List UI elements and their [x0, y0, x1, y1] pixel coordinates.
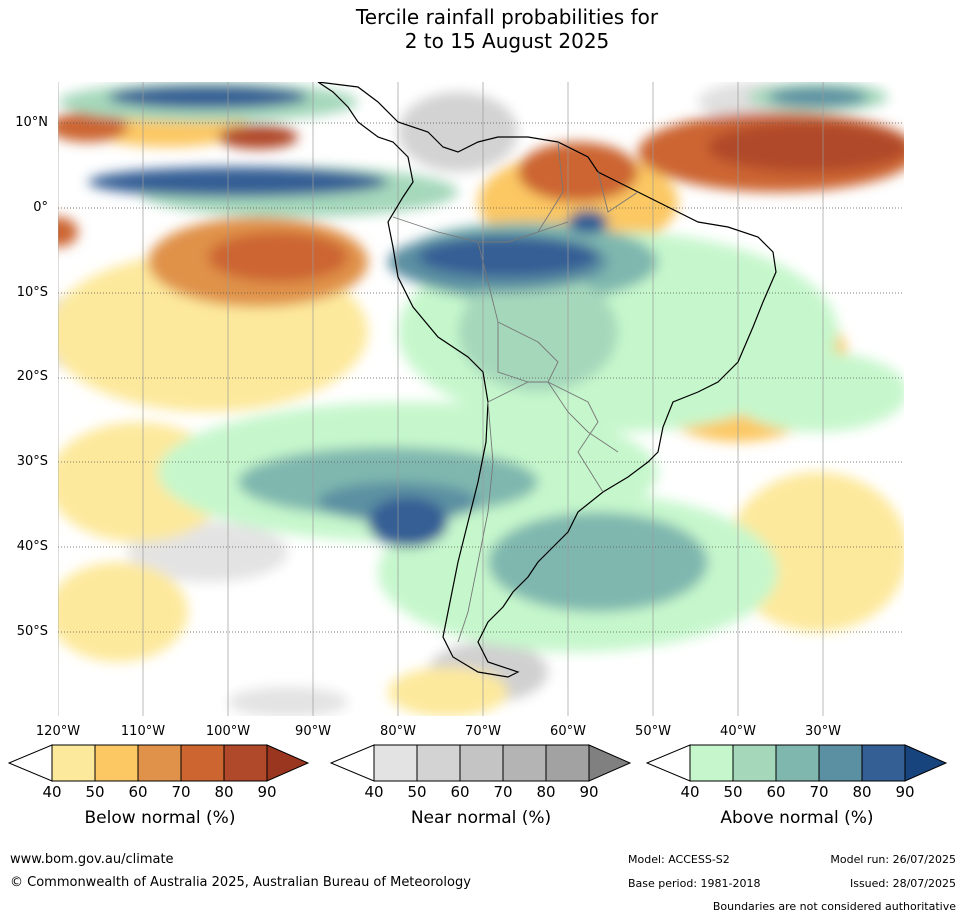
colorbar-segment: [459, 744, 504, 782]
colorbar-tick-label: 80: [536, 783, 556, 801]
lon-label-120w: 120°W: [35, 724, 81, 739]
colorbar-tick-label: 90: [579, 783, 599, 801]
lat-label-40s: 40°S: [16, 539, 48, 554]
lon-label-30w: 30°W: [805, 724, 841, 739]
map-title-line2: 2 to 15 August 2025: [404, 29, 610, 53]
colorbar-tick-label: 90: [257, 783, 277, 801]
lon-label-80w: 80°W: [380, 724, 416, 739]
lat-label-50s: 50°S: [16, 624, 48, 639]
colorbar-extend-low: [8, 744, 53, 782]
colorbar-tick-label: 50: [407, 783, 427, 801]
lon-label-50w: 50°W: [635, 724, 671, 739]
website-text: www.bom.gov.au/climate: [10, 852, 174, 867]
legend-above-normal-colorbar: [646, 744, 948, 782]
lat-label-30s: 30°S: [16, 454, 48, 469]
colorbar-segment: [732, 744, 777, 782]
colorbar-tick-label: 70: [493, 783, 513, 801]
colorbar-segment: [502, 744, 547, 782]
colorbar-segment: [373, 744, 418, 782]
colorbar-segment: [416, 744, 461, 782]
lat-label-0: 0°: [33, 200, 48, 215]
colorbar-tick-label: 60: [766, 783, 786, 801]
meridians: [58, 82, 824, 716]
legend-above-normal-title: Above normal (%): [720, 808, 874, 828]
colorbar-extend-low: [646, 744, 691, 782]
colorbar-segment: [689, 744, 734, 782]
base-period-text: Base period: 1981-2018: [628, 877, 761, 890]
colorbar-segment: [818, 744, 863, 782]
model-run-text: Model run: 26/07/2025: [830, 853, 956, 866]
south-america-coastline: [317, 82, 777, 678]
lon-label-90w: 90°W: [295, 724, 331, 739]
colorbar-segment: [180, 744, 225, 782]
colorbar-tick-label: 40: [680, 783, 700, 801]
colorbar-segment: [545, 744, 590, 782]
colorbar-extend-high: [588, 744, 632, 782]
lon-label-110w: 110°W: [120, 724, 166, 739]
colorbar-extend-low: [330, 744, 375, 782]
lat-label-10s: 10°S: [16, 285, 48, 300]
colorbar-tick-label: 50: [85, 783, 105, 801]
lat-label-10n: 10°N: [15, 115, 48, 130]
issued-text: Issued: 28/07/2025: [849, 877, 956, 890]
map-title-line1: Tercile rainfall probabilities for: [355, 5, 659, 29]
colorbar-segment: [861, 744, 906, 782]
lon-label-60w: 60°W: [550, 724, 586, 739]
lon-label-70w: 70°W: [465, 724, 501, 739]
legend-near-normal-title: Near normal (%): [410, 808, 552, 828]
colorbar-tick-label: 80: [214, 783, 234, 801]
colorbar-segment: [94, 744, 139, 782]
colorbar-tick-label: 70: [809, 783, 829, 801]
colorbar-extend-high: [266, 744, 310, 782]
legend-near-normal-colorbar: [330, 744, 632, 782]
colorbar-segment: [137, 744, 182, 782]
colorbar-segment: [775, 744, 820, 782]
colorbar-tick-label: 60: [128, 783, 148, 801]
legend-below-normal-colorbar: [8, 744, 310, 782]
colorbar-tick-label: 90: [895, 783, 915, 801]
lat-label-20s: 20°S: [16, 369, 48, 384]
colorbar-tick-label: 40: [42, 783, 62, 801]
rainfall-probability-map: [58, 82, 904, 716]
country-borders: [392, 141, 639, 643]
model-text: Model: ACCESS-S2: [628, 853, 730, 866]
copyright-text: © Commonwealth of Australia 2025, Austra…: [10, 875, 471, 890]
lon-label-100w: 100°W: [205, 724, 251, 739]
colorbar-tick-label: 50: [723, 783, 743, 801]
colorbar-tick-label: 40: [364, 783, 384, 801]
colorbar-tick-label: 60: [450, 783, 470, 801]
probability-field: [58, 82, 904, 716]
legend-below-normal-title: Below normal (%): [84, 808, 236, 828]
colorbar-tick-label: 80: [852, 783, 872, 801]
boundaries-disclaimer: Boundaries are not considered authoritat…: [712, 900, 956, 913]
colorbar-segment: [223, 744, 268, 782]
colorbar-segment: [51, 744, 96, 782]
colorbar-tick-label: 70: [171, 783, 191, 801]
colorbar-extend-high: [904, 744, 948, 782]
lon-label-40w: 40°W: [720, 724, 756, 739]
